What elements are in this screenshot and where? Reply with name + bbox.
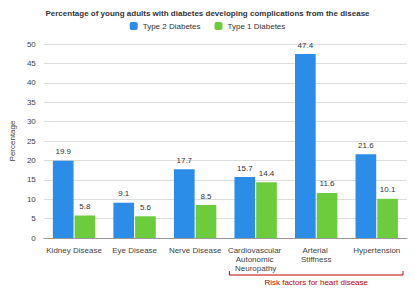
svg-text:Percentage of young adults wit: Percentage of young adults with diabetes… <box>45 9 370 18</box>
svg-text:35: 35 <box>27 98 36 107</box>
svg-text:5: 5 <box>31 214 36 223</box>
svg-text:19.9: 19.9 <box>55 147 71 156</box>
svg-text:14.4: 14.4 <box>259 169 275 178</box>
svg-text:10: 10 <box>27 195 36 204</box>
svg-text:0: 0 <box>31 234 36 243</box>
svg-text:Eye Disease: Eye Disease <box>112 246 157 255</box>
svg-text:Type 2 Diabetes: Type 2 Diabetes <box>143 22 201 31</box>
svg-text:15: 15 <box>27 175 36 184</box>
svg-text:8.5: 8.5 <box>200 192 212 201</box>
svg-text:Autonomic: Autonomic <box>236 255 276 264</box>
svg-text:10.1: 10.1 <box>380 185 396 194</box>
svg-text:Percentage: Percentage <box>8 120 17 161</box>
svg-text:15.7: 15.7 <box>237 164 253 173</box>
svg-text:25: 25 <box>27 137 36 146</box>
svg-text:Neuropathy: Neuropathy <box>235 264 276 273</box>
svg-text:11.6: 11.6 <box>320 179 336 188</box>
svg-text:17.7: 17.7 <box>176 156 192 165</box>
svg-text:21.6: 21.6 <box>358 141 374 150</box>
svg-text:Type 1 Diabetes: Type 1 Diabetes <box>228 22 286 31</box>
svg-text:Stiffness: Stiffness <box>301 255 332 264</box>
svg-text:45: 45 <box>27 59 36 68</box>
svg-text:Cardiovascular: Cardiovascular <box>228 246 284 255</box>
svg-text:Kidney Disease: Kidney Disease <box>46 246 102 255</box>
svg-text:Risk factors for heart disease: Risk factors for heart disease <box>264 278 368 287</box>
svg-text:20: 20 <box>27 156 36 165</box>
svg-text:5.8: 5.8 <box>79 202 91 211</box>
svg-text:47.4: 47.4 <box>298 41 314 50</box>
svg-text:Arterial: Arterial <box>302 246 330 255</box>
svg-text:9.1: 9.1 <box>118 189 130 198</box>
svg-text:40: 40 <box>27 78 36 87</box>
svg-text:5.6: 5.6 <box>140 203 152 212</box>
svg-text:Hypertension: Hypertension <box>353 246 400 255</box>
svg-text:30: 30 <box>27 117 36 126</box>
svg-text:50: 50 <box>27 40 36 49</box>
svg-text:Nerve Disease: Nerve Disease <box>169 246 222 255</box>
